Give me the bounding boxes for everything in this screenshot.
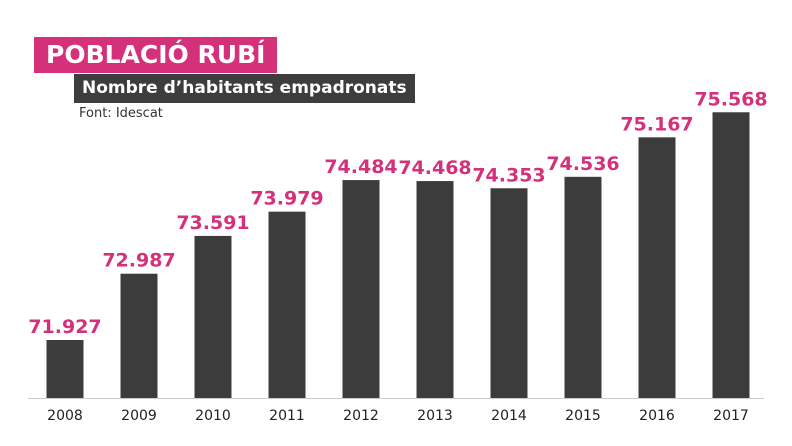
value-label-2011: 73.979 (250, 188, 323, 210)
x-tick-label-2009: 2009 (121, 408, 157, 424)
bar-2015 (564, 176, 602, 398)
x-tick-label-2013: 2013 (417, 408, 453, 424)
value-label-2017: 75.568 (694, 88, 767, 110)
value-label-2012: 74.484 (324, 156, 397, 178)
x-tick-label-2008: 2008 (47, 408, 83, 424)
bar-2012 (342, 180, 380, 398)
bar-2016 (638, 137, 676, 398)
bar-2013 (416, 181, 454, 398)
bar-2017 (712, 112, 750, 398)
bar-2014 (490, 188, 528, 398)
x-tick-label-2011: 2011 (269, 408, 305, 424)
x-tick-label-2016: 2016 (639, 408, 675, 424)
chart-title: POBLACIÓ RUBÍ (34, 37, 278, 73)
value-label-2008: 71.927 (28, 316, 101, 338)
bar-2011 (268, 211, 306, 398)
bar-2009 (120, 273, 158, 398)
value-label-2014: 74.353 (472, 164, 545, 186)
x-tick-label-2017: 2017 (713, 408, 749, 424)
value-label-2013: 74.468 (398, 157, 471, 179)
source-note: Font: Idescat (79, 106, 163, 121)
bar-2010 (194, 235, 232, 398)
value-label-2010: 73.591 (176, 212, 249, 234)
x-tick-label-2010: 2010 (195, 408, 231, 424)
x-tick-label-2014: 2014 (491, 408, 527, 424)
chart-subtitle: Nombre d’habitants empadronats (74, 74, 415, 103)
bar-2008 (46, 340, 84, 398)
value-label-2009: 72.987 (102, 250, 175, 272)
x-tick-label-2015: 2015 (565, 408, 601, 424)
value-label-2016: 75.167 (620, 113, 693, 135)
value-label-2015: 74.536 (546, 153, 619, 175)
x-tick-label-2012: 2012 (343, 408, 379, 424)
